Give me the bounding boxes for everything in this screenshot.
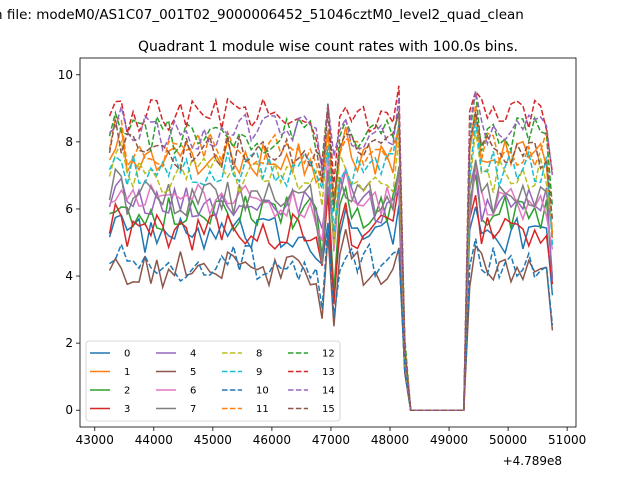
legend-label-3: 3 (124, 404, 130, 415)
legend-label-0: 0 (124, 349, 130, 360)
legend-label-14: 14 (322, 386, 335, 397)
legend-label-11: 11 (256, 404, 269, 415)
x-tick-label: 47000 (312, 433, 350, 447)
y-tick-label: 6 (65, 202, 73, 216)
legend-label-13: 13 (322, 367, 335, 378)
figure-suptitle: n file: modeM0/AS1C07_001T02_9000006452_… (0, 7, 524, 23)
series-line-3 (108, 185, 554, 411)
x-tick-label: 48000 (371, 433, 409, 447)
x-offset-label: +4.789e8 (503, 454, 562, 468)
legend-label-2: 2 (124, 386, 130, 397)
series-line-5 (108, 229, 554, 411)
legend-label-10: 10 (256, 386, 269, 397)
series-line-10 (109, 224, 554, 411)
series-line-9 (108, 119, 554, 411)
legend-label-9: 9 (256, 367, 262, 378)
legend-frame (85, 340, 341, 422)
legend-label-7: 7 (190, 404, 196, 415)
x-tick-label: 51000 (548, 433, 586, 447)
legend-label-5: 5 (190, 367, 196, 378)
y-tick-label: 0 (65, 403, 73, 417)
series-line-7 (108, 159, 554, 411)
legend-label-1: 1 (124, 367, 130, 378)
x-tick-label: 49000 (430, 433, 468, 447)
legend-label-12: 12 (322, 349, 335, 360)
y-tick-label: 10 (58, 68, 73, 82)
legend-label-15: 15 (322, 404, 335, 415)
series-line-13 (108, 85, 554, 411)
legend-label-8: 8 (256, 349, 262, 360)
legend-label-6: 6 (190, 386, 196, 397)
x-tick-label: 50000 (489, 433, 527, 447)
y-tick-label: 4 (65, 269, 73, 283)
plot-area: 43000 44000 45000 46000 47000 48000 49000 50000… (58, 57, 586, 447)
x-tick-label: 44000 (135, 433, 173, 447)
axes-frame (79, 57, 577, 428)
series-line-14 (108, 91, 554, 411)
y-tick-label: 2 (65, 336, 73, 350)
x-tick-label: 43000 (76, 433, 114, 447)
legend-label-4: 4 (190, 349, 196, 360)
x-tick-label: 46000 (253, 433, 291, 447)
chart-title: Quadrant 1 module wise count rates with … (138, 39, 518, 55)
series-line-15 (108, 110, 554, 411)
y-tick-label: 8 (65, 135, 73, 149)
x-tick-label: 45000 (194, 433, 232, 447)
